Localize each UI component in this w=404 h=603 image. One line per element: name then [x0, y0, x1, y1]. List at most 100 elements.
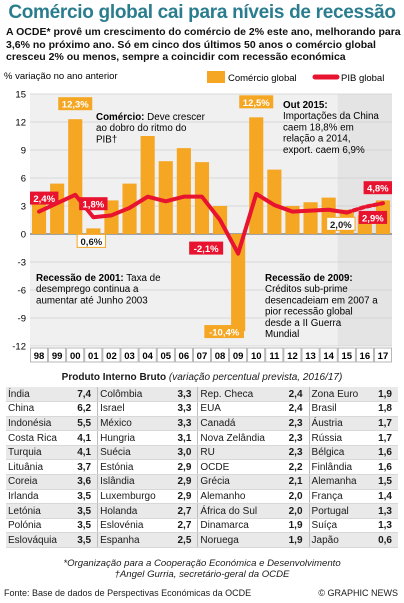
x-tick-box [229, 347, 248, 363]
gdp-country: Suécia [97, 445, 171, 461]
x-tick-label: 02 [106, 351, 117, 362]
bar [158, 161, 173, 234]
gdp-table-row: Turquia 4,1 Suécia 3,0 RU 2,3 Bélgica 1,6 [6, 445, 398, 461]
bar [140, 136, 155, 234]
gdp-country: México [97, 416, 171, 432]
data-label-box [358, 210, 388, 224]
gdp-country: Polónia [6, 518, 71, 534]
footnote-ocde: *Organização para a Cooperação Económica… [63, 558, 341, 569]
y-tick-label: 15 [15, 90, 26, 101]
gdp-country: África do Sul [197, 503, 282, 519]
x-tick-label: 99 [52, 351, 63, 362]
y-tick-label: 3 [21, 202, 26, 213]
bar [50, 183, 65, 234]
data-label: -10,4% [209, 328, 240, 339]
x-tick-box [156, 347, 175, 363]
gdp-value: 2,4 [281, 401, 310, 417]
gdp-value: 3,5 [70, 532, 99, 549]
gdp-value: 1,9 [371, 387, 398, 403]
gdp-country: Portugal [309, 503, 372, 519]
x-tick-box [265, 347, 284, 363]
annotation-2: Out 2015: Importações da China caem 18,8% … [283, 100, 379, 156]
x-tick-label: 98 [34, 351, 45, 362]
gdp-country: Rússia [309, 430, 372, 446]
gdp-value: 7,4 [70, 387, 99, 403]
gdp-line [37, 191, 349, 256]
data-label-box [204, 325, 244, 339]
gdp-country: Brasil [309, 401, 372, 417]
gdp-country: Luxemburgo [97, 489, 171, 505]
gdp-value: 3,5 [70, 503, 99, 519]
x-tick-label: 05 [160, 351, 171, 362]
gdp-value: 2,3 [281, 430, 310, 446]
gdp-value: 1,9 [281, 532, 310, 549]
y-tick-label: 9 [21, 146, 26, 157]
x-tick-box [84, 347, 103, 363]
annotation-3: Recessão de 2001: Taxa de desemprego cont… [36, 273, 161, 306]
gdp-value: 1,3 [371, 503, 398, 519]
y-tick-label: -12 [12, 342, 26, 353]
bar [176, 148, 191, 234]
gdp-value: 2,0 [281, 503, 310, 519]
credit-note: © GRAPHIC NEWS [318, 588, 398, 598]
gdp-value: 2,4 [281, 387, 310, 403]
data-label-box [76, 233, 107, 248]
x-tick-label: 15 [341, 351, 352, 362]
gdp-value: 2,9 [170, 489, 199, 505]
gdp-table-row: Índia 7,4 Colômbia 3,3 Rep. Checa 2,4 Zona Eur… [6, 387, 398, 403]
x-tick-label: 03 [124, 351, 135, 362]
gdp-country: Alemanha [309, 474, 372, 490]
gdp-country: Áustria [309, 416, 372, 432]
gdp-value: 2,0 [281, 489, 310, 505]
gdp-value: 0,6 [371, 532, 398, 549]
gdp-country: Letónia [6, 503, 71, 519]
data-label: 12,5% [243, 98, 270, 109]
x-tick-box [283, 347, 302, 363]
gdp-value: 3,3 [170, 401, 199, 417]
gdp-value: 3,6 [70, 474, 99, 490]
x-tick-box [48, 347, 67, 363]
data-label-box [79, 197, 108, 211]
gdp-line-projected [344, 201, 385, 215]
gdp-country: Lituânia [6, 459, 71, 476]
x-tick-label: 06 [179, 351, 190, 362]
annotation-1: Comércio: Deve crescer ao dobro do ritmo … [96, 112, 206, 145]
gdp-value: 5,5 [70, 416, 99, 432]
data-label-box [189, 241, 224, 255]
gdp-country: Bélgica [309, 445, 372, 461]
x-tick-box [301, 347, 320, 363]
x-tick-box [374, 347, 392, 363]
gdp-table-row: Eslováquia 3,5 Espanha 2,5 Noruega 1,9 Japão 0,… [6, 532, 398, 549]
gdp-table-row: Polónia 3,5 Eslovénia 2,7 Dinamarca 1,9 Suíça 1… [6, 518, 398, 534]
gdp-table: Índia 7,4 Colômbia 3,3 Rep. Checa 2,4 Zona Eur… [6, 387, 398, 549]
gdp-country: EUA [197, 401, 282, 417]
gdp-country: Canadá [197, 416, 282, 432]
gdp-value: 2,9 [170, 459, 199, 476]
gdp-country: Finlândia [309, 459, 372, 476]
x-tick-box [174, 347, 193, 363]
gdp-table-row: Costa Rica 4,1 Hungria 3,1 Nova Zelândia 2,3 R… [6, 430, 398, 446]
gdp-value: 2,3 [281, 445, 310, 461]
x-tick-box [66, 347, 85, 363]
gdp-country: Islândia [97, 474, 171, 490]
annotation-4: Recessão de 2009: Créditos sub-prime desen… [265, 273, 378, 340]
x-tick-label: 13 [305, 351, 316, 362]
gdp-value: 4,1 [70, 445, 99, 461]
gdp-country: Costa Rica [6, 430, 71, 446]
gdp-value: 2,7 [170, 518, 199, 534]
y-axis-label: % variação no ano anterior [4, 71, 118, 82]
gdp-value: 3,7 [70, 459, 99, 476]
gdp-country: França [309, 489, 372, 505]
gdp-value: 3,5 [70, 489, 99, 505]
y-tick-label: 6 [21, 174, 26, 185]
gdp-value: 1,3 [371, 518, 398, 534]
y-tick-label: -3 [18, 258, 26, 269]
gdp-country: Suíça [309, 518, 372, 534]
y-tick-label: -6 [18, 286, 26, 297]
x-tick-box [30, 347, 48, 363]
page-subtitle: A OCDE* provê um crescimento do comércio… [6, 26, 401, 64]
x-tick-box [138, 347, 157, 363]
gdp-country: Indonésia [6, 416, 71, 432]
gdp-value: 1,6 [371, 445, 398, 461]
x-tick-box [247, 347, 266, 363]
